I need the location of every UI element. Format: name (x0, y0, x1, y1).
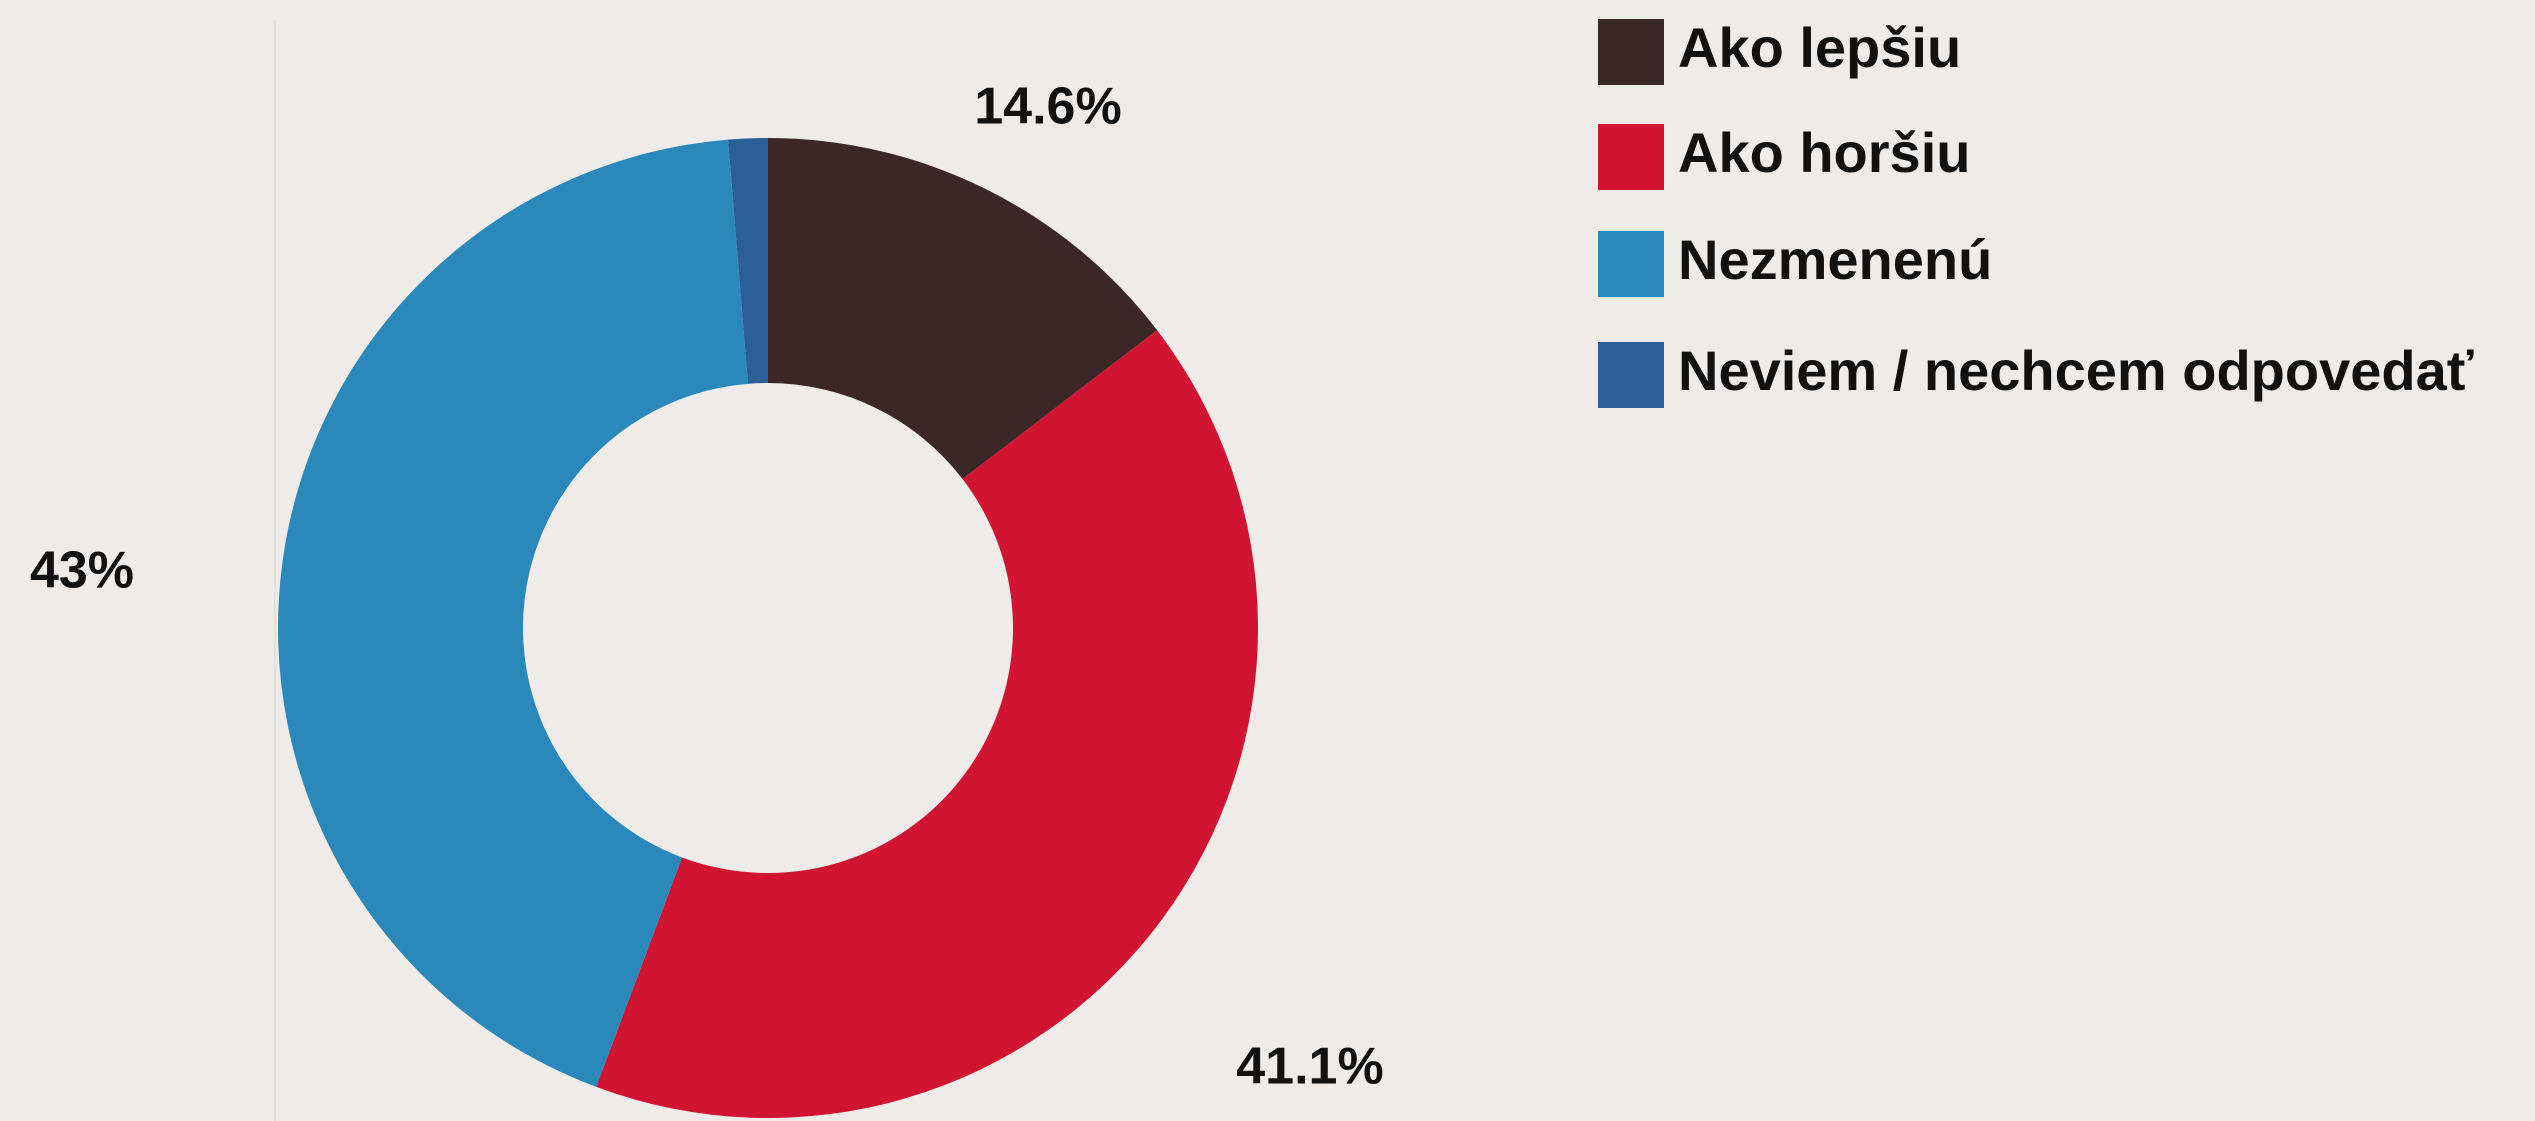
legend-label: Ako horšiu (1678, 121, 1970, 184)
legend-swatch (1598, 124, 1664, 190)
data-label: 41.1% (1236, 1038, 1383, 1096)
legend-swatch (1598, 19, 1664, 85)
data-label: 14.6% (974, 78, 1121, 136)
legend-label: Nezmenenú (1678, 228, 1992, 291)
data-label: 43% (30, 542, 134, 600)
legend-label: Ako lepšiu (1678, 16, 1961, 79)
legend-swatch (1598, 231, 1664, 297)
legend-swatch (1598, 342, 1664, 408)
legend-label: Neviem / nechcem odpovedať (1678, 339, 2474, 402)
donut-slice (596, 330, 1258, 1118)
chart: 14.6% 41.1% 43% Ako lepšiu Ako horšiu Nezmene… (0, 0, 2535, 1121)
page: 14.6% 41.1% 43% Ako lepšiu Ako horšiu Nezmene… (0, 0, 2535, 1121)
